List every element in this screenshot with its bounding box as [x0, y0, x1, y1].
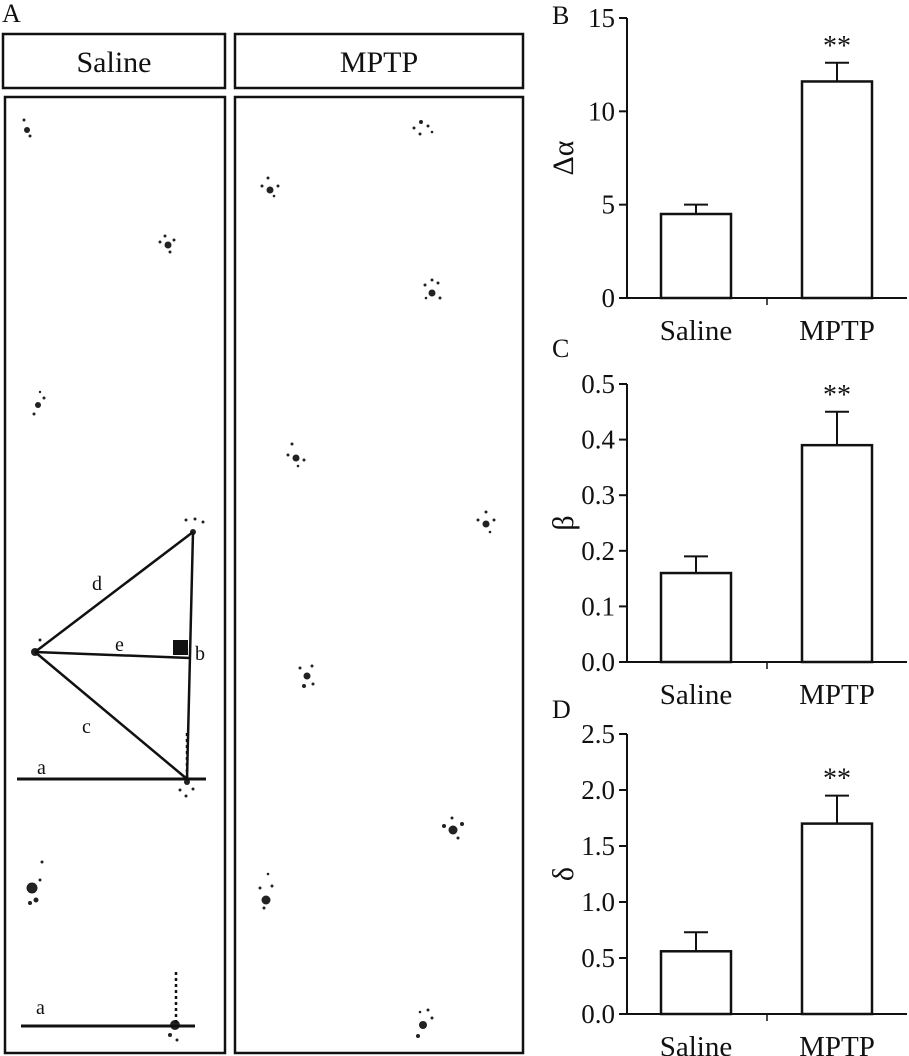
bar	[800, 80, 874, 300]
footprint	[476, 510, 496, 534]
footprint	[168, 1020, 180, 1042]
panel-letter: D	[552, 695, 571, 724]
saline-header-label: Saline	[77, 46, 152, 79]
mptp-header-box	[233, 32, 525, 90]
x-tick-label: Saline	[660, 315, 733, 347]
y-tick-label: 2.5	[581, 719, 615, 749]
footprint	[158, 234, 176, 254]
y-tick-label: 0.0	[581, 999, 615, 1029]
x-tick-label: MPTP	[799, 315, 875, 347]
x-tick-label: MPTP	[799, 1031, 875, 1056]
saline-footprints	[22, 118, 205, 1042]
mptp-footprint-panel	[233, 95, 525, 1055]
y-tick-label: 0.5	[581, 369, 615, 399]
x-tick-label: Saline	[660, 679, 733, 711]
y-tick-label: 1.5	[581, 831, 615, 861]
bar	[659, 212, 733, 300]
footprint	[260, 176, 280, 198]
line-d	[34, 531, 194, 653]
bar	[800, 822, 874, 1016]
y-tick-label: 0.3	[581, 480, 615, 510]
saline-footprint-panel	[3, 95, 227, 1055]
mptp-footprints	[258, 120, 496, 1038]
panel-letter: B	[552, 1, 569, 30]
footprint	[184, 517, 205, 535]
footprint	[286, 442, 306, 468]
label-e: e	[115, 634, 124, 656]
label-b: b	[195, 643, 205, 665]
bar	[800, 443, 874, 664]
chart-panel-d: D 0.0 0.5 1.0 1.5 2.0 2.5 δ Saline ** MPTP	[547, 695, 907, 1056]
y-tick-label: 0	[602, 283, 616, 313]
label-a-upper: a	[37, 757, 46, 779]
line-e	[34, 650, 191, 660]
mptp-header-label: MPTP	[340, 46, 418, 79]
footprint	[258, 872, 274, 910]
y-tick-label: 5	[602, 190, 616, 220]
footprint	[178, 779, 195, 798]
panel-a: A Saline MPTP	[1, 0, 525, 1055]
footprint	[298, 664, 315, 688]
label-c: c	[82, 716, 91, 738]
footprint	[412, 120, 434, 136]
significance-label: **	[823, 31, 851, 62]
significance-label: **	[823, 764, 851, 795]
panel-a-letter: A	[2, 0, 21, 28]
y-axis-label: β	[547, 515, 580, 530]
footprint	[26, 860, 44, 905]
footprint	[22, 118, 32, 138]
y-tick-label: 2.0	[581, 775, 615, 805]
chart-panel-c: C 0.0 0.1 0.2 0.3 0.4 0.5 β Saline ** MPTP	[547, 334, 907, 711]
significance-label: **	[823, 380, 851, 411]
y-tick-label: 10	[588, 96, 615, 126]
y-tick-label: 0.5	[581, 943, 615, 973]
x-tick-label: Saline	[660, 1031, 733, 1056]
label-a-lower: a	[36, 997, 45, 1019]
bar	[659, 950, 733, 1016]
panel-letter: C	[552, 334, 569, 363]
line-b	[185, 531, 195, 780]
y-tick-label: 0.4	[581, 425, 615, 455]
footprint	[442, 816, 464, 840]
footprint	[32, 390, 46, 416]
footprint	[423, 278, 442, 300]
right-angle-marker	[173, 640, 188, 655]
bar	[659, 571, 733, 664]
x-tick-label: MPTP	[799, 679, 875, 711]
line-c	[34, 651, 188, 780]
y-tick-label: 15	[588, 3, 615, 33]
y-tick-label: 0.2	[581, 536, 615, 566]
y-tick-label: 0.0	[581, 647, 615, 677]
gait-measurement-diagram	[17, 531, 206, 1028]
bar-charts: B 0 5 10 15 Δα Saline ** MPTP C 0.0 0.1 0.2 0.3 0.4 0.5…	[547, 1, 907, 1056]
footprint	[416, 1008, 434, 1038]
y-axis-label: Δα	[547, 140, 580, 175]
y-tick-label: 1.0	[581, 887, 615, 917]
label-d: d	[92, 573, 102, 595]
chart-panel-b: B 0 5 10 15 Δα Saline ** MPTP	[547, 1, 907, 347]
y-axis-label: δ	[547, 867, 580, 881]
saline-header-box	[1, 32, 227, 90]
y-tick-label: 0.1	[581, 591, 615, 621]
